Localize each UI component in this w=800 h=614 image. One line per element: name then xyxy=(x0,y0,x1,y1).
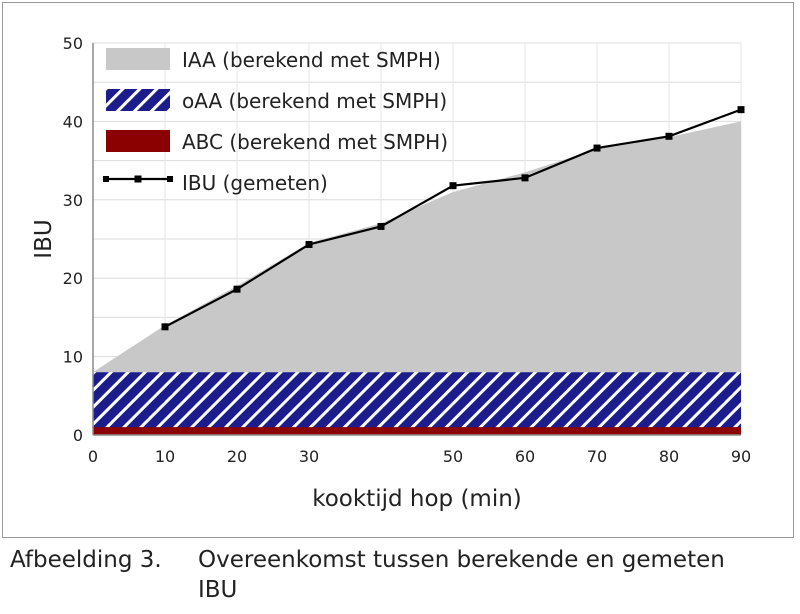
measured-line-layer xyxy=(161,106,745,331)
iaa-area xyxy=(93,121,741,436)
caption-line-1: Afbeelding 3. Overeenkomst tussen bereken… xyxy=(10,545,795,575)
legend-swatch xyxy=(106,89,170,111)
ibu-marker xyxy=(737,106,745,114)
legend-swatch-marker xyxy=(103,176,109,182)
chart: 0 10 20 30 40 50 0 10 20 30 50 60 70 80 90 kooktijd ho… xyxy=(31,34,752,512)
x-tick-label: 30 xyxy=(299,447,319,466)
x-tick-label: 70 xyxy=(587,447,607,466)
legend-swatch-marker xyxy=(167,176,173,182)
ibu-marker xyxy=(233,285,241,293)
area-layer xyxy=(93,121,741,436)
y-tick-label: 40 xyxy=(63,112,83,131)
caption-line-2: IBU xyxy=(10,575,795,605)
ibu-marker xyxy=(521,174,529,182)
y-tick-label: 0 xyxy=(73,426,83,445)
legend-swatch xyxy=(106,48,170,70)
abc-area xyxy=(93,427,741,435)
y-tick-label: 30 xyxy=(63,191,83,210)
x-tick-label: 10 xyxy=(155,447,175,466)
y-tick-label: 20 xyxy=(63,269,83,288)
ibu-marker xyxy=(665,132,673,140)
y-tick-label: 10 xyxy=(63,348,83,367)
oaa-area xyxy=(93,372,741,435)
y-axis-title: IBU xyxy=(31,219,57,258)
y-tick-label: 50 xyxy=(63,34,83,53)
x-tick-label: 0 xyxy=(88,447,98,466)
axes xyxy=(92,43,741,436)
x-axis-title: kooktijd hop (min) xyxy=(312,486,522,512)
ibu-marker xyxy=(377,222,385,230)
ibu-marker xyxy=(305,240,313,248)
chart-frame: 0 10 20 30 40 50 0 10 20 30 50 60 70 80 90 kooktijd ho… xyxy=(2,2,794,538)
x-tick-label: 60 xyxy=(515,447,535,466)
legend-swatch-marker xyxy=(134,175,142,183)
caption-text: Overeenkomst tussen berekende en gemeten xyxy=(198,547,725,573)
ibu-marker xyxy=(161,323,169,331)
legend-swatch xyxy=(106,130,170,152)
figure-caption: Afbeelding 3. Overeenkomst tussen bereken… xyxy=(10,545,795,605)
x-tick-label: 80 xyxy=(659,447,679,466)
legend-label: ABC (berekend met SMPH) xyxy=(182,130,448,154)
x-tick-label: 90 xyxy=(731,447,751,466)
caption-text-line-2: IBU xyxy=(198,577,238,603)
legend-label: IBU (gemeten) xyxy=(182,171,328,195)
x-tick-label: 20 xyxy=(227,447,247,466)
x-tick-label: 50 xyxy=(443,447,463,466)
legend: IAA (berekend met SMPH) oAA (berekend met… xyxy=(103,48,448,195)
tick-labels: 0 10 20 30 40 50 0 10 20 30 50 60 70 80 90 xyxy=(63,34,752,466)
legend-label: IAA (berekend met SMPH) xyxy=(182,48,441,72)
caption-number: Afbeelding 3. xyxy=(10,547,162,573)
legend-label: oAA (berekend met SMPH) xyxy=(182,89,447,113)
ibu-marker xyxy=(449,182,457,190)
ibu-marker xyxy=(593,144,601,152)
